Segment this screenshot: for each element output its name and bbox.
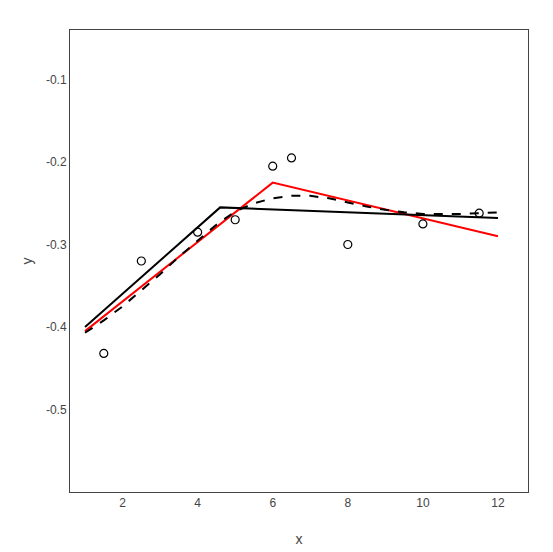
svg-text:y: y	[19, 258, 35, 265]
svg-text:-0.4: -0.4	[46, 320, 67, 334]
svg-text:4: 4	[194, 496, 201, 510]
svg-text:-0.1: -0.1	[46, 73, 67, 87]
svg-text:6: 6	[269, 496, 276, 510]
svg-text:-0.5: -0.5	[46, 403, 67, 417]
svg-text:10: 10	[416, 496, 430, 510]
svg-text:-0.2: -0.2	[46, 155, 67, 169]
svg-text:2: 2	[119, 496, 126, 510]
svg-text:x: x	[296, 531, 303, 547]
svg-text:-0.3: -0.3	[46, 238, 67, 252]
svg-text:12: 12	[491, 496, 505, 510]
svg-text:8: 8	[344, 496, 351, 510]
